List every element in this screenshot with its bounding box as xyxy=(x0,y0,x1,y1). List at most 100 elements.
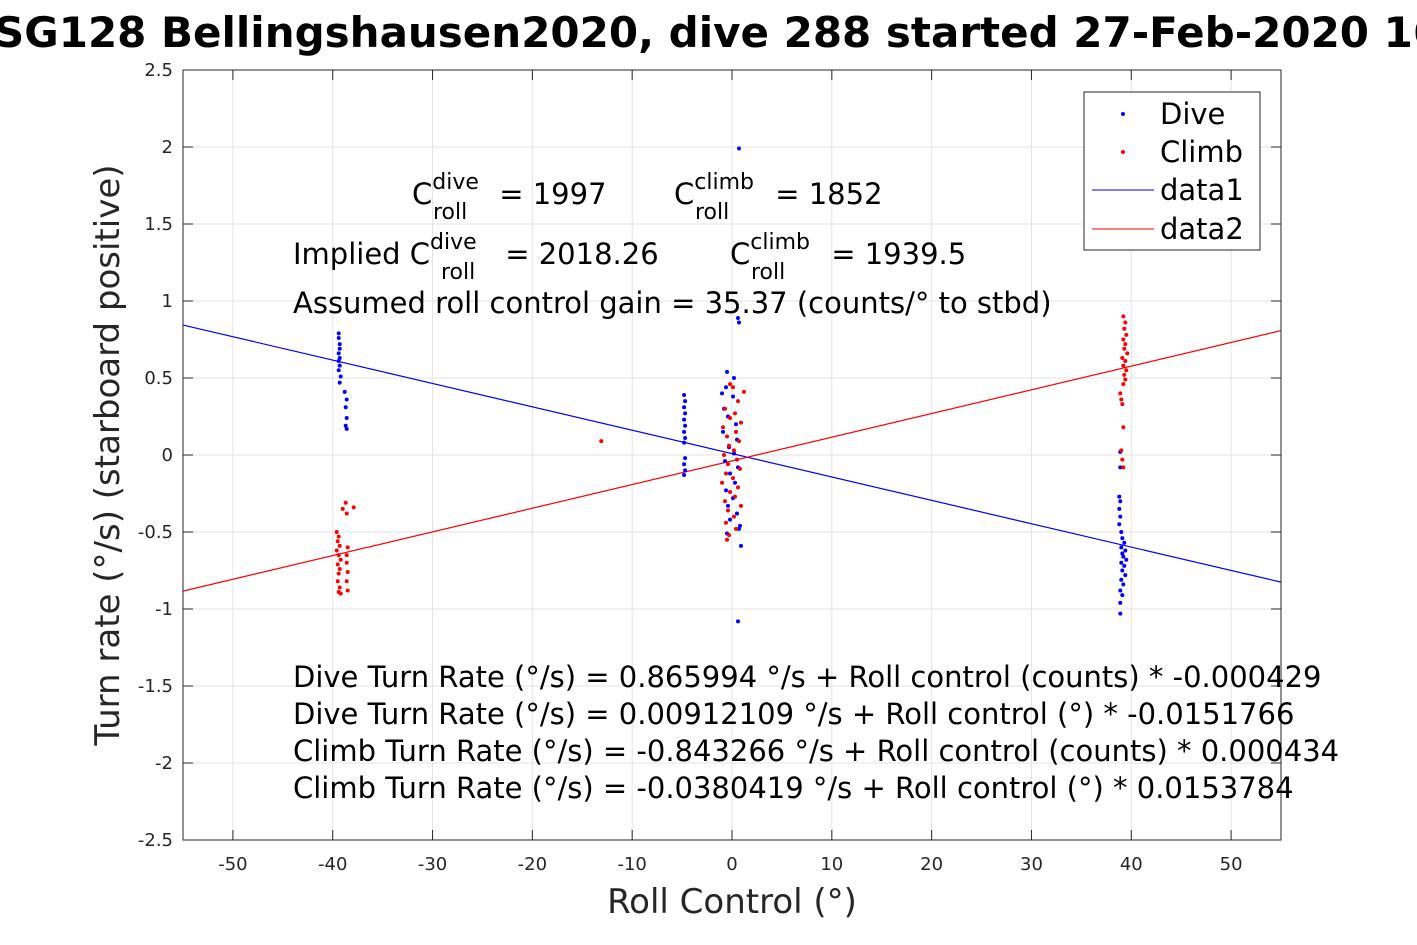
dive-point xyxy=(1118,611,1123,616)
climb-point xyxy=(1122,346,1127,351)
climb-point xyxy=(723,499,728,504)
x-tick-label: -50 xyxy=(218,854,247,875)
climb-point xyxy=(725,434,730,439)
dive-point xyxy=(683,399,688,404)
implied-climb-value: = 1939.5 xyxy=(822,237,966,271)
dive-point xyxy=(682,473,687,478)
dive-point xyxy=(336,359,341,364)
dive-point xyxy=(683,436,688,441)
c-roll-climb-prefix: C xyxy=(674,177,694,211)
dive-point xyxy=(342,389,347,394)
y-axis-label: Turn rate (°/s) (starboard positive) xyxy=(88,164,128,746)
climb-point xyxy=(728,489,733,494)
climb-point xyxy=(1124,368,1129,373)
y-tick-label: 1 xyxy=(162,291,173,312)
dive-point xyxy=(337,355,342,360)
c-roll-dive-prefix: C xyxy=(412,177,432,211)
x-tick-label: -10 xyxy=(617,854,646,875)
climb-point xyxy=(727,533,732,538)
climb-point xyxy=(1121,337,1126,342)
climb-point xyxy=(334,530,339,534)
dive-point xyxy=(1117,494,1122,499)
climb-point xyxy=(337,543,342,548)
dive-point xyxy=(1120,593,1125,598)
climb-point xyxy=(735,485,740,490)
dive-point xyxy=(735,619,740,624)
climb-point xyxy=(727,443,732,448)
climb-point xyxy=(1122,372,1127,377)
dive-point xyxy=(736,320,741,325)
y-tick-label: -1 xyxy=(155,599,173,620)
c-roll-dive-annotation: Cdive roll = 1997 xyxy=(412,170,607,225)
dive-point xyxy=(735,315,740,320)
climb-point xyxy=(732,494,737,499)
climb-point xyxy=(1120,457,1125,462)
climb-point xyxy=(344,560,349,565)
dive-point xyxy=(724,488,729,493)
climb-point xyxy=(733,429,738,434)
climb-point xyxy=(1123,359,1128,364)
dive-point xyxy=(1118,465,1123,470)
c-roll-climb-value: = 1852 xyxy=(766,177,883,211)
dive-point xyxy=(683,456,688,461)
dive-point xyxy=(1119,530,1124,534)
climb-point xyxy=(733,526,738,531)
climb-point xyxy=(335,539,340,544)
x-tick-label: -40 xyxy=(318,854,347,875)
tick-labels: -50 -40 -30 -20 -10 0 10 20 30 40 50-2.5-2-1.5-1-0… xyxy=(138,60,1243,875)
c-roll-climb-annotation: Cclimb roll = 1852 xyxy=(674,170,883,225)
dive-point xyxy=(734,511,739,516)
dive-point xyxy=(336,335,341,340)
legend: Dive Climb data1 data2 xyxy=(1083,91,1261,251)
dive-point xyxy=(728,517,733,522)
dive-point xyxy=(732,480,737,485)
x-tick-label: -30 xyxy=(418,854,447,875)
climb-point xyxy=(725,537,730,542)
climb-point xyxy=(731,514,736,519)
dive-point xyxy=(683,411,688,416)
climb-point xyxy=(1119,397,1124,402)
dive-point xyxy=(731,376,736,380)
y-tick-label: -2.5 xyxy=(138,830,173,851)
equation-dive-counts: Dive Turn Rate (°/s) = 0.865994 °/s + Ro… xyxy=(293,660,1321,694)
dive-point xyxy=(336,368,341,373)
dive-point xyxy=(682,405,687,410)
dive-point xyxy=(736,526,741,531)
axis-ticks xyxy=(183,69,1281,841)
y-tick-label: 0.5 xyxy=(144,368,173,389)
legend-label-data2: data2 xyxy=(1160,212,1244,246)
legend-marker-climb xyxy=(1121,150,1125,154)
climb-point xyxy=(1124,332,1129,337)
dive-point xyxy=(1120,568,1125,573)
climb-point xyxy=(728,382,733,387)
dive-point xyxy=(337,342,342,347)
climb-point xyxy=(338,557,343,562)
x-tick-label: 10 xyxy=(820,854,843,875)
dive-point xyxy=(1122,540,1127,545)
dive-point xyxy=(1120,536,1125,541)
climb-point xyxy=(336,571,341,576)
climb-point xyxy=(730,385,735,390)
dive-point xyxy=(721,429,726,434)
x-tick-label: -20 xyxy=(518,854,547,875)
dive-point xyxy=(1121,582,1126,587)
y-tick-label: 2 xyxy=(162,137,173,158)
dive-point xyxy=(1117,506,1122,511)
dive-point xyxy=(344,426,349,431)
climb-point xyxy=(343,500,348,505)
dive-point xyxy=(733,422,738,427)
climb-point xyxy=(737,466,742,471)
dive-point xyxy=(1123,573,1128,578)
dive-point xyxy=(682,462,687,467)
climb-point xyxy=(1122,326,1127,331)
climb-point xyxy=(1121,465,1126,470)
climb-point xyxy=(726,462,731,467)
climb-point xyxy=(1121,363,1126,368)
climb-point xyxy=(723,406,728,411)
dive-point xyxy=(682,417,687,422)
dive-point xyxy=(731,451,736,456)
climb-point xyxy=(736,439,741,444)
legend-label-dive: Dive xyxy=(1160,97,1225,131)
dive-point xyxy=(682,440,687,445)
